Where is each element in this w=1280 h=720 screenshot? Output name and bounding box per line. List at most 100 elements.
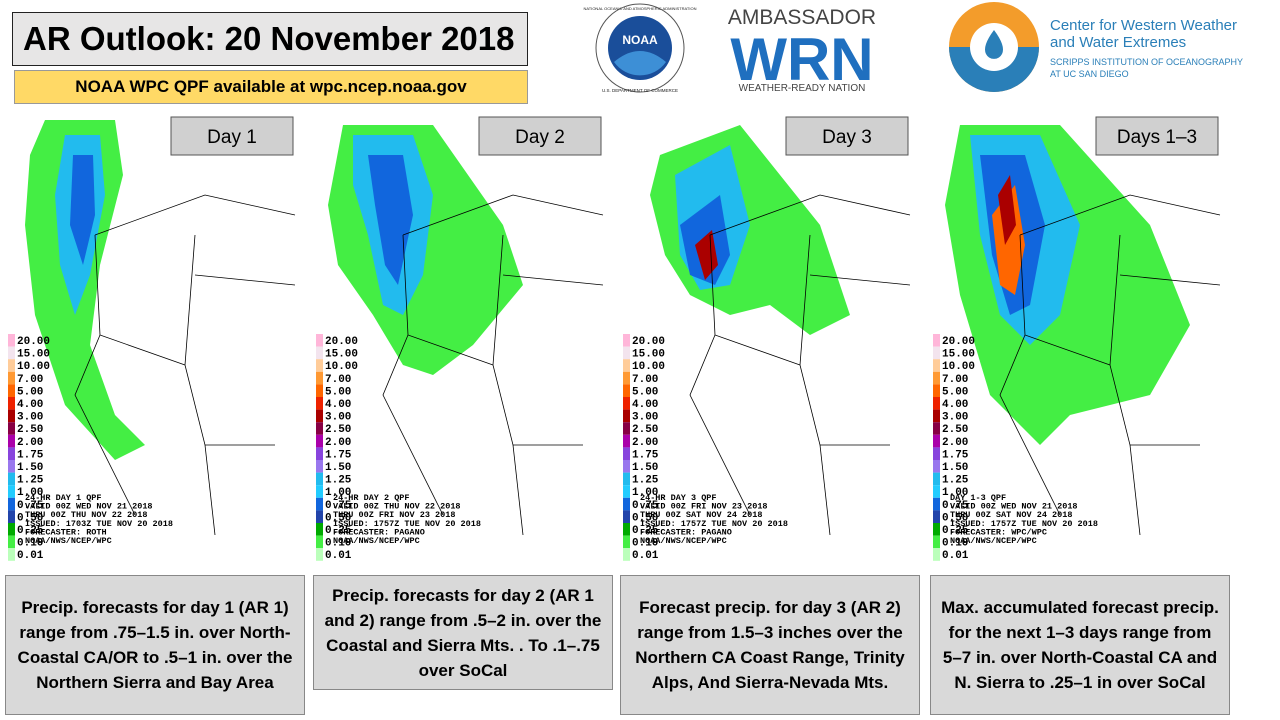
product-info: FORECASTER: PAGANO bbox=[333, 527, 425, 537]
product-info: NOAA/NWS/NCEP/WPC bbox=[333, 536, 420, 546]
legend-swatch bbox=[316, 510, 323, 523]
legend-label: 4.00 bbox=[942, 399, 968, 411]
legend-label: 1.50 bbox=[632, 462, 658, 474]
legend-swatch bbox=[316, 485, 323, 498]
legend-label: 0.75 bbox=[942, 500, 969, 512]
cw3e-line1: Center for Western Weather bbox=[1050, 17, 1237, 34]
noaa-logo: NOAA NATIONAL OCEANIC AND ATMOSPHERIC AD… bbox=[584, 3, 697, 93]
product-info: VALID 00Z THU NOV 22 2018 bbox=[333, 502, 461, 512]
legend-swatch bbox=[8, 523, 15, 536]
product-info: VALID 00Z FRI NOV 23 2018 bbox=[640, 502, 768, 512]
map-panel: Day 2 20.0015.0010.007.005.004.003.002.50… bbox=[313, 115, 613, 573]
legend-label: 0.01 bbox=[942, 550, 969, 562]
legend-swatch bbox=[623, 334, 630, 347]
legend-label: 0.25 bbox=[325, 525, 352, 537]
legend-label: 2.50 bbox=[632, 424, 658, 436]
legend-label: 2.00 bbox=[325, 437, 351, 449]
legend-label: 7.00 bbox=[17, 374, 43, 386]
state-lines bbox=[689, 194, 911, 536]
legend-label: 0.10 bbox=[17, 538, 43, 550]
product-info: NOAA/NWS/NCEP/WPC bbox=[640, 536, 727, 546]
cw3e-line4: AT UC SAN DIEGO bbox=[1050, 69, 1129, 79]
legend-swatch bbox=[933, 523, 940, 536]
legend-label: 1.00 bbox=[325, 487, 351, 499]
legend-swatch bbox=[316, 346, 323, 360]
legend-label: 1.00 bbox=[17, 487, 43, 499]
legend-label: 1.75 bbox=[632, 449, 659, 461]
legend-label: 0.01 bbox=[632, 550, 659, 562]
wrn-logo: AMBASSADOR WRN WEATHER-READY NATION bbox=[728, 6, 876, 94]
legend-swatch bbox=[8, 535, 15, 549]
precip-area bbox=[992, 185, 1025, 295]
caption: Precip. forecasts for day 2 (AR 1 and 2)… bbox=[313, 575, 613, 690]
legend-swatch bbox=[933, 548, 940, 561]
legend-label: 4.00 bbox=[632, 399, 658, 411]
legend-swatch bbox=[933, 510, 940, 523]
cw3e-line3: SCRIPPS INSTITUTION OF OCEANOGRAPHY bbox=[1050, 57, 1243, 67]
legend-swatch bbox=[316, 535, 323, 549]
legend-label: 0.10 bbox=[942, 538, 968, 550]
legend-swatch bbox=[8, 485, 15, 498]
legend-label: 15.00 bbox=[632, 349, 665, 361]
legend-swatch bbox=[933, 397, 940, 410]
legend-swatch bbox=[933, 447, 940, 460]
product-info: THRU 00Z SAT NOV 24 2018 bbox=[640, 510, 762, 520]
legend-swatch bbox=[8, 510, 15, 523]
legend-swatch bbox=[623, 346, 630, 360]
legend-label: 3.00 bbox=[942, 412, 968, 424]
precip-area bbox=[695, 230, 718, 280]
legend-label: 7.00 bbox=[632, 374, 658, 386]
legend-swatch bbox=[316, 334, 323, 347]
legend-swatch bbox=[623, 359, 630, 372]
legend-label: 10.00 bbox=[17, 361, 50, 373]
noaa-ring-top: NATIONAL OCEANIC AND ATMOSPHERIC ADMINIS… bbox=[584, 6, 697, 11]
legend-swatch bbox=[933, 497, 940, 511]
legend-label: 0.75 bbox=[325, 500, 352, 512]
legend-swatch bbox=[8, 447, 15, 460]
legend-swatch bbox=[933, 384, 940, 397]
precip-area bbox=[368, 155, 413, 285]
legend-label: 1.75 bbox=[942, 449, 969, 461]
title: AR Outlook: 20 November 2018 bbox=[12, 12, 528, 66]
wrn-bottom: WEATHER-READY NATION bbox=[739, 83, 866, 94]
product-info: ISSUED: 1757Z TUE NOV 20 2018 bbox=[950, 519, 1098, 529]
legend-label: 4.00 bbox=[17, 399, 43, 411]
legend-label: 1.50 bbox=[17, 462, 43, 474]
product-info: 24-HR DAY 3 QPF bbox=[640, 493, 717, 503]
caption: Forecast precip. for day 3 (AR 2) range … bbox=[620, 575, 920, 715]
legend-label: 1.50 bbox=[942, 462, 968, 474]
legend-swatch bbox=[623, 371, 630, 385]
legend-label: 0.50 bbox=[325, 512, 351, 524]
legend-label: 20.00 bbox=[942, 336, 975, 348]
legend-swatch bbox=[933, 371, 940, 385]
product-info: ISSUED: 1757Z TUE NOV 20 2018 bbox=[333, 519, 481, 529]
legend-swatch bbox=[8, 497, 15, 511]
product-info: ISSUED: 1757Z TUE NOV 20 2018 bbox=[640, 519, 788, 529]
legend-swatch bbox=[8, 434, 15, 448]
panel-label-box bbox=[170, 116, 294, 156]
panel-label: Days 1–3 bbox=[1117, 127, 1197, 148]
legend-label: 0.01 bbox=[17, 550, 44, 562]
legend-label: 2.50 bbox=[17, 424, 43, 436]
product-info: VALID 00Z WED NOV 21 2018 bbox=[25, 502, 153, 512]
legend-swatch bbox=[316, 447, 323, 460]
cw3e-logo: Center for Western Weather and Water Ext… bbox=[949, 2, 1243, 92]
product-info: THRU 00Z SAT NOV 24 2018 bbox=[950, 510, 1072, 520]
wrn-top: AMBASSADOR bbox=[728, 6, 876, 29]
legend-swatch bbox=[316, 409, 323, 423]
legend-swatch bbox=[623, 409, 630, 423]
legend-label: 4.00 bbox=[325, 399, 351, 411]
legend-swatch bbox=[933, 359, 940, 372]
legend-swatch bbox=[933, 346, 940, 360]
legend-swatch bbox=[623, 497, 630, 511]
legend-label: 1.00 bbox=[632, 487, 658, 499]
legend-swatch bbox=[933, 334, 940, 347]
legend-label: 2.50 bbox=[942, 424, 968, 436]
product-info: FORECASTER: ROTH bbox=[25, 527, 107, 537]
legend-label: 10.00 bbox=[325, 361, 358, 373]
product-info: 24-HR DAY 2 QPF bbox=[333, 493, 410, 503]
legend-label: 0.10 bbox=[325, 538, 351, 550]
legend-swatch bbox=[933, 485, 940, 498]
legend-label: 0.01 bbox=[325, 550, 352, 562]
legend-swatch bbox=[623, 384, 630, 397]
